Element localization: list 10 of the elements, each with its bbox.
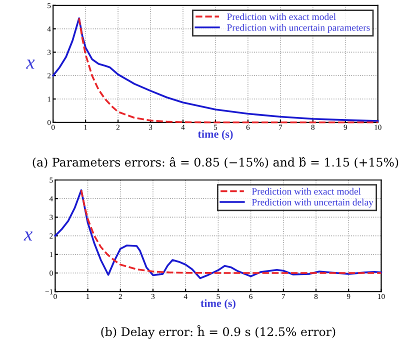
legend-label: Prediction with uncertain delay: [252, 198, 374, 208]
x-axis-title: time (s): [198, 130, 233, 140]
text: (a) Parameters errors: â = 0.85 (−15%) and b̂ = 1.15 (+15%): [32, 157, 398, 168]
legend-label: Prediction with exact model: [227, 13, 336, 20]
x-axis-title: time (s): [200, 299, 236, 310]
text: (b) Delay error: ĥ = 0.9 s (12.5% error): [101, 325, 336, 339]
legend-label: Prediction with exact model: [252, 188, 361, 195]
y-axis-title: x: [26, 60, 35, 69]
y-axis-title: x: [24, 232, 32, 240]
legend-label: Prediction with uncertain parameters: [227, 24, 370, 33]
